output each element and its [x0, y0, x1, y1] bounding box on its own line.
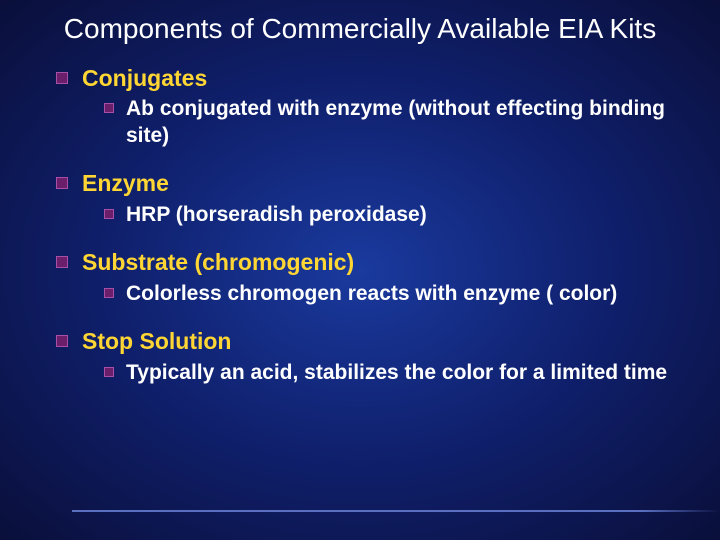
bullet-text: Conjugates [82, 64, 207, 93]
bullet-marker-l1 [56, 72, 68, 84]
bullet-text: Ab conjugated with enzyme (without effec… [126, 96, 700, 149]
spacer [20, 232, 700, 248]
bullet-item: Stop Solution [56, 327, 700, 356]
bullet-text: Substrate (chromogenic) [82, 248, 354, 277]
bullet-item: Ab conjugated with enzyme (without effec… [104, 96, 700, 149]
bullet-text: Typically an acid, stabilizes the color … [126, 360, 667, 386]
spacer [20, 153, 700, 169]
slide-title: Components of Commercially Available EIA… [20, 12, 700, 46]
bullet-text: Colorless chromogen reacts with enzyme (… [126, 281, 617, 307]
bullet-marker-l1 [56, 335, 68, 347]
bullet-text: Enzyme [82, 169, 169, 198]
bullet-text: HRP (horseradish peroxidase) [126, 202, 427, 228]
bullet-item: Substrate (chromogenic) [56, 248, 700, 277]
bullet-item: Conjugates [56, 64, 700, 93]
spacer [20, 311, 700, 327]
bullet-marker-l1 [56, 256, 68, 268]
bullet-marker-l2 [104, 288, 114, 298]
bullet-item: Typically an acid, stabilizes the color … [104, 360, 700, 386]
bullet-marker-l2 [104, 209, 114, 219]
bullet-item: Enzyme [56, 169, 700, 198]
bullet-text: Stop Solution [82, 327, 231, 356]
divider-rule [72, 510, 720, 512]
slide-container: Components of Commercially Available EIA… [0, 0, 720, 410]
bullet-item: HRP (horseradish peroxidase) [104, 202, 700, 228]
bullet-marker-l2 [104, 103, 114, 113]
bullet-item: Colorless chromogen reacts with enzyme (… [104, 281, 700, 307]
bullet-marker-l1 [56, 177, 68, 189]
bullet-marker-l2 [104, 367, 114, 377]
